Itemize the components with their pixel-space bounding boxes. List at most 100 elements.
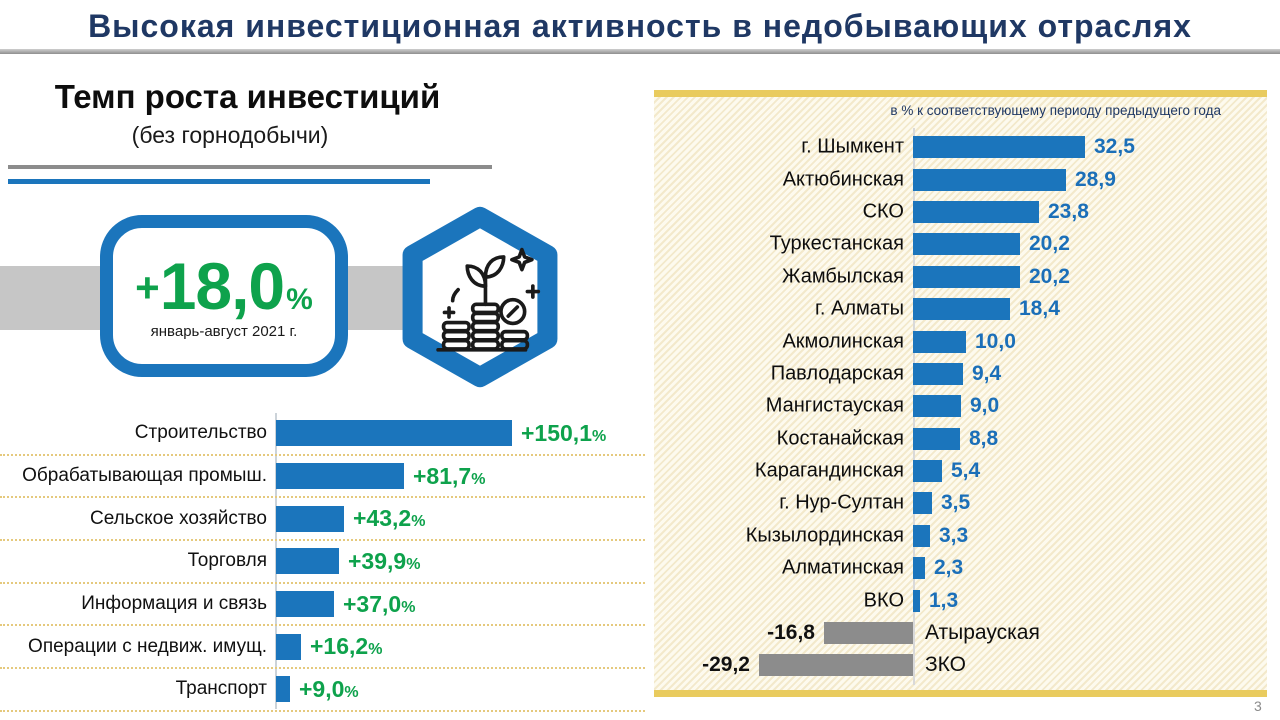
region-row: г. Алматы 18,4: [654, 293, 1267, 325]
region-value-negative: -29,2: [702, 653, 750, 677]
region-bar: [913, 524, 930, 547]
region-bar: [913, 233, 1020, 256]
sector-value: +39,9%: [348, 547, 421, 574]
region-label: г. Шымкент: [801, 135, 904, 158]
region-bar: [913, 136, 1085, 159]
region-label: Жамбылская: [782, 265, 904, 288]
region-bar: [913, 557, 925, 580]
sector-row: Информация и связь +37,0%: [0, 584, 645, 627]
region-value: 5,4: [951, 459, 981, 483]
region-label: Алматинская: [782, 556, 904, 579]
sector-value: +9,0%: [299, 675, 359, 702]
sector-label: Строительство: [134, 422, 267, 444]
sector-bar: [276, 420, 512, 447]
region-value: 3,3: [939, 523, 969, 547]
region-bar: [913, 395, 961, 418]
sector-value: +37,0%: [343, 590, 416, 617]
region-row: Алматинская 2,3: [654, 552, 1267, 584]
panel-bottom-border: [654, 690, 1267, 697]
region-value: 2,3: [934, 556, 964, 580]
region-label: Актюбинская: [782, 168, 904, 191]
region-label: Павлодарская: [770, 362, 904, 385]
region-bar: [913, 492, 932, 515]
sector-bar: [276, 463, 404, 490]
panel-top-border: [654, 90, 1267, 97]
region-label: Акмолинская: [782, 330, 904, 353]
region-bar: [913, 168, 1066, 191]
region-row: Павлодарская 9,4: [654, 358, 1267, 390]
sector-bar: [276, 591, 334, 618]
region-chart: г. Шымкент 32,5 Актюбинская 28,9 СКО 23,8 Турк…: [654, 131, 1267, 682]
region-row: Мангистауская 9,0: [654, 390, 1267, 422]
region-value: 20,2: [1029, 232, 1070, 256]
region-bar: [913, 265, 1020, 288]
sector-row: Транспорт +9,0%: [0, 669, 645, 712]
sector-value: +150,1%: [521, 419, 607, 446]
sector-label: Информация и связь: [81, 593, 267, 615]
plus-sign: +: [135, 263, 160, 311]
sector-label: Обрабатывающая промыш.: [22, 465, 267, 487]
region-label: г. Алматы: [815, 297, 904, 320]
percent-sign: %: [344, 683, 359, 701]
sector-bar: [276, 633, 301, 660]
region-row: ВКО 1,3: [654, 584, 1267, 616]
region-label: Туркестанская: [769, 232, 904, 255]
region-value: 9,4: [972, 361, 1002, 385]
region-label: ВКО: [863, 589, 904, 612]
region-value: 9,0: [970, 394, 1000, 418]
title-divider: [0, 49, 1280, 54]
region-row: Костанайская 8,8: [654, 423, 1267, 455]
region-value: 20,2: [1029, 264, 1070, 288]
percent-sign: %: [592, 427, 607, 445]
sector-value: +43,2%: [353, 505, 426, 532]
sector-chart: Строительство +150,1% Обрабатывающая промы…: [0, 413, 645, 712]
region-bar: [913, 427, 960, 450]
region-value: 10,0: [975, 329, 1016, 353]
panel-note: в % к соответствующему периоду предыдуще…: [890, 103, 1221, 118]
region-bar: [913, 460, 942, 483]
region-label: г. Нур-Султан: [779, 491, 904, 514]
region-label: ЗКО: [925, 653, 967, 677]
region-value: 32,5: [1094, 135, 1135, 159]
region-row: СКО 23,8: [654, 196, 1267, 228]
region-label: Атырауская: [925, 621, 1040, 645]
percent-sign: %: [471, 470, 486, 488]
region-value: 28,9: [1075, 167, 1116, 191]
left-chart-title: Темп роста инвестиций: [54, 78, 441, 115]
region-row: Акмолинская 10,0: [654, 325, 1267, 357]
region-label: Карагандинская: [754, 459, 904, 482]
region-label: Костанайская: [776, 427, 904, 450]
percent-sign: %: [406, 555, 421, 573]
sector-bar: [276, 505, 344, 532]
sector-row: Операции с недвиж. имущ. +16,2%: [0, 626, 645, 670]
blue-underline: [8, 179, 430, 184]
region-row: Жамбылская 20,2: [654, 261, 1267, 293]
region-bar: [913, 589, 920, 612]
sector-bar: [276, 676, 290, 703]
sector-row: Торговля +39,9%: [0, 541, 645, 584]
region-panel: в % к соответствующему периоду предыдуще…: [654, 90, 1267, 697]
region-bar: [759, 654, 913, 677]
sector-row: Обрабатывающая промыш. +81,7%: [0, 456, 645, 499]
growth-value: +18,0%: [135, 248, 313, 323]
region-value: 1,3: [929, 588, 959, 612]
growth-period: январь-август 2021 г.: [150, 322, 298, 340]
sector-label: Операции с недвиж. имущ.: [28, 635, 267, 657]
sector-row: Строительство +150,1%: [0, 413, 645, 456]
region-row: Кызылординская 3,3: [654, 520, 1267, 552]
region-row: Туркестанская 20,2: [654, 228, 1267, 260]
page-number: 3: [1254, 698, 1262, 714]
sector-label: Торговля: [187, 550, 267, 572]
region-bar: [913, 298, 1010, 321]
sector-bar: [276, 548, 339, 575]
percent-sign: %: [401, 598, 416, 616]
region-value: 23,8: [1048, 199, 1089, 223]
region-value-negative: -16,8: [767, 621, 815, 645]
region-row: -29,2 ЗКО: [654, 649, 1267, 681]
region-bar: [824, 622, 913, 645]
growth-badge: +18,0% январь-август 2021 г.: [100, 215, 348, 377]
region-value: 8,8: [969, 426, 999, 450]
sector-label: Транспорт: [175, 678, 267, 700]
region-bar: [913, 330, 966, 353]
